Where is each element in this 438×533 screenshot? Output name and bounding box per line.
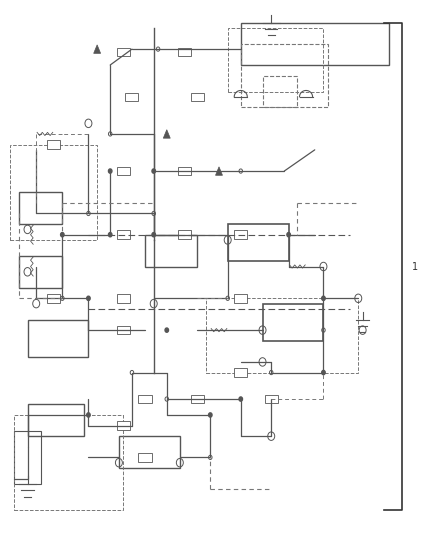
Circle shape (152, 232, 155, 237)
Circle shape (287, 232, 290, 237)
Bar (47, 294, 60, 303)
Bar (117, 294, 130, 303)
Circle shape (152, 169, 155, 173)
Bar (14, 415, 123, 511)
Bar (191, 93, 204, 101)
Bar (241, 44, 328, 108)
Circle shape (208, 413, 212, 417)
Polygon shape (94, 45, 101, 53)
Bar (138, 395, 152, 403)
Bar (234, 368, 247, 377)
Bar (28, 319, 88, 357)
Circle shape (109, 169, 112, 173)
Circle shape (165, 328, 169, 332)
Bar (178, 47, 191, 56)
Bar (117, 421, 130, 430)
Circle shape (87, 413, 90, 417)
Bar (234, 230, 247, 239)
Bar (265, 395, 278, 403)
Bar (125, 93, 138, 101)
Text: 1: 1 (412, 262, 418, 271)
Circle shape (322, 370, 325, 375)
Bar (191, 395, 204, 403)
Circle shape (322, 296, 325, 301)
Bar (206, 298, 358, 373)
Bar (10, 144, 97, 240)
Bar (262, 76, 297, 108)
Bar (117, 47, 130, 56)
Circle shape (109, 232, 112, 237)
Polygon shape (215, 167, 223, 175)
Bar (262, 304, 323, 341)
Bar (234, 294, 247, 303)
Bar (28, 405, 84, 436)
Bar (178, 230, 191, 239)
Bar (228, 224, 289, 261)
Circle shape (60, 232, 64, 237)
Bar (138, 453, 152, 462)
Circle shape (239, 397, 243, 401)
Bar (228, 28, 323, 92)
Bar (178, 167, 191, 175)
Bar (47, 140, 60, 149)
Bar (145, 235, 197, 266)
Bar (19, 256, 62, 288)
Bar (117, 230, 130, 239)
Circle shape (87, 296, 90, 301)
Polygon shape (163, 130, 170, 138)
Bar (14, 431, 41, 484)
Bar (117, 326, 130, 334)
Bar (117, 167, 130, 175)
Bar (241, 22, 389, 65)
Bar (19, 192, 62, 224)
Bar (119, 436, 180, 468)
